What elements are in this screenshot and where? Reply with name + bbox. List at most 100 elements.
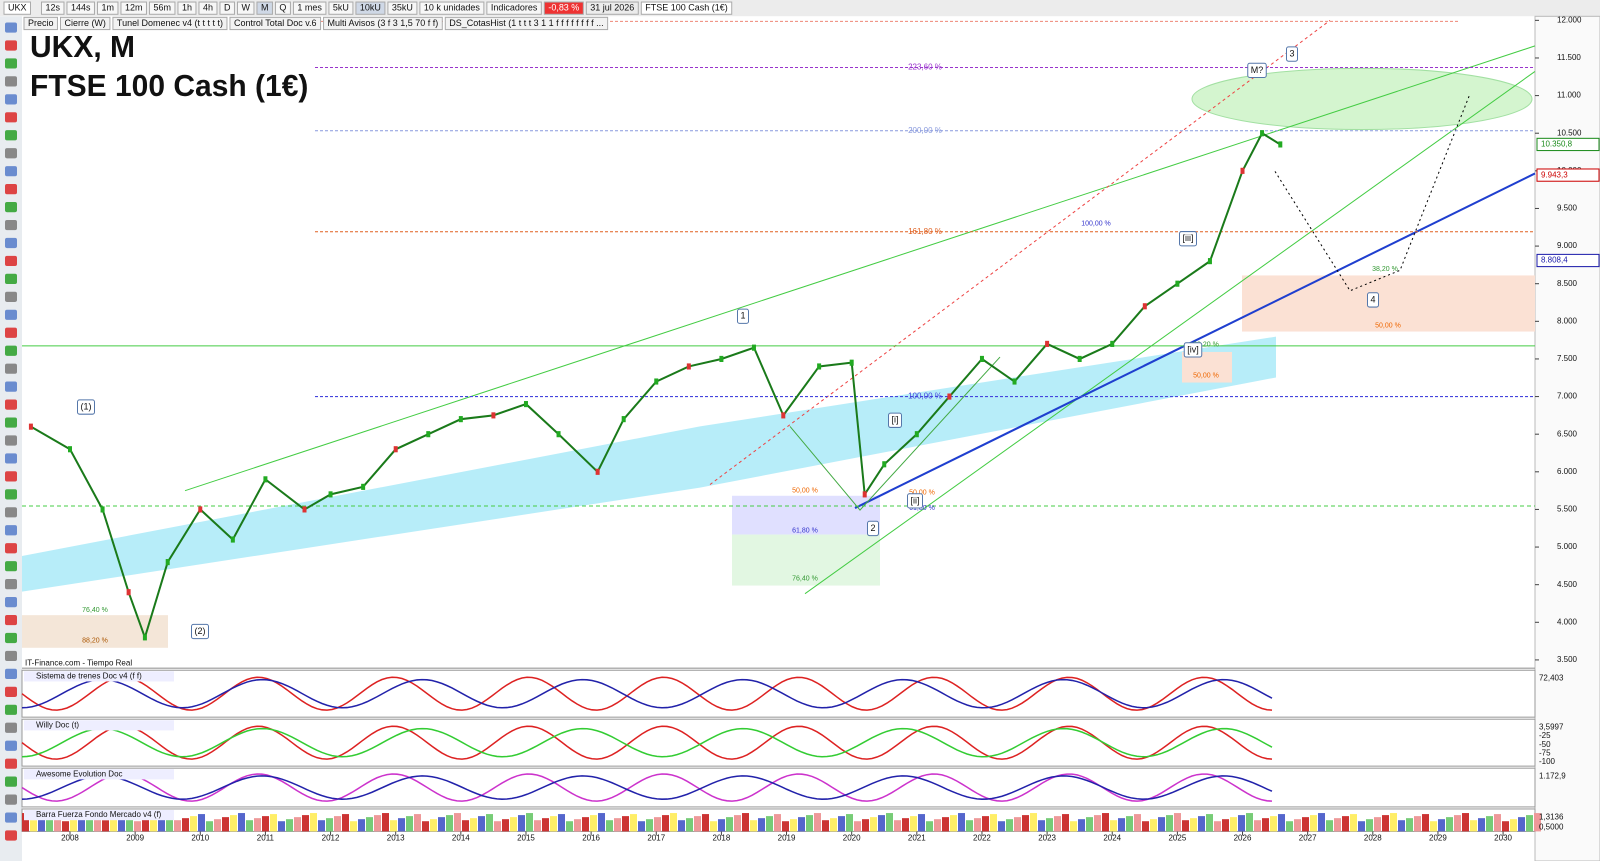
tool-icon[interactable] bbox=[5, 561, 17, 572]
tool-icon[interactable] bbox=[5, 812, 17, 823]
timeframe-button-label[interactable]: 12s bbox=[45, 3, 60, 13]
tool-icon[interactable] bbox=[5, 201, 17, 213]
timeframe-button-label[interactable]: W bbox=[241, 3, 250, 13]
unit-button[interactable] bbox=[328, 1, 354, 15]
timeframe-button[interactable] bbox=[256, 1, 273, 15]
timeframe-button-label[interactable]: Q bbox=[279, 3, 286, 13]
tool-icon[interactable] bbox=[5, 740, 17, 751]
tool-icon[interactable] bbox=[5, 363, 17, 374]
tool-icon[interactable] bbox=[5, 345, 17, 356]
timeframe-button-label[interactable]: 12m bbox=[125, 3, 142, 13]
tool-icon[interactable] bbox=[5, 237, 17, 249]
indicator-tab-label[interactable]: Precio bbox=[28, 18, 53, 28]
instrument-label-label[interactable]: FTSE 100 Cash (1€) bbox=[645, 3, 727, 13]
timeframe-button[interactable] bbox=[198, 1, 218, 15]
unit-select[interactable] bbox=[419, 1, 485, 15]
tool-icon[interactable] bbox=[5, 830, 17, 841]
indicator-tab-label[interactable]: Control Total Doc v.6 bbox=[234, 18, 317, 28]
tool-icon[interactable] bbox=[5, 166, 17, 177]
timeframe-button[interactable] bbox=[177, 1, 197, 15]
timeframe-button[interactable] bbox=[274, 1, 291, 15]
unit-select-label[interactable]: 10 k unidades bbox=[424, 3, 480, 13]
period-select-label[interactable]: 1 mes bbox=[297, 3, 322, 13]
indicator-tab-label[interactable]: Cierre (W) bbox=[64, 18, 105, 28]
indicators-button[interactable] bbox=[486, 1, 542, 15]
tool-icon[interactable] bbox=[5, 704, 17, 715]
timeframe-button[interactable] bbox=[236, 1, 255, 15]
timeframe-button[interactable] bbox=[40, 1, 65, 15]
indicator-tab[interactable] bbox=[229, 16, 322, 31]
indicator-tab-label[interactable]: DS_CotasHist (1 t t t 3 1 1 f f f f f f … bbox=[449, 18, 603, 28]
tool-icon[interactable] bbox=[5, 668, 17, 680]
unit-button[interactable] bbox=[355, 1, 386, 15]
tool-icon[interactable] bbox=[5, 112, 17, 123]
tool-icon[interactable] bbox=[5, 453, 17, 464]
tool-icon[interactable] bbox=[5, 596, 17, 608]
unit-button-label[interactable]: 5kU bbox=[333, 3, 349, 13]
tool-icon[interactable] bbox=[5, 399, 17, 410]
symbol-box[interactable] bbox=[3, 1, 31, 15]
tool-icon[interactable] bbox=[5, 148, 17, 159]
timeframe-button-label[interactable]: D bbox=[224, 3, 231, 13]
tool-icon[interactable] bbox=[5, 525, 17, 536]
timeframe-button[interactable] bbox=[148, 1, 176, 15]
tool-icon[interactable] bbox=[5, 471, 17, 482]
change-badge[interactable] bbox=[543, 1, 584, 15]
tool-icon[interactable] bbox=[5, 327, 17, 338]
date-label-label[interactable]: 31 jul 2026 bbox=[590, 3, 634, 13]
indicator-tab[interactable] bbox=[444, 16, 609, 31]
indicator-tab-label[interactable]: Multi Avisos (3 f 3 1,5 70 f f) bbox=[328, 18, 439, 28]
tool-icon[interactable] bbox=[5, 435, 17, 446]
tool-icon[interactable] bbox=[5, 543, 17, 554]
tool-icon[interactable] bbox=[5, 722, 17, 733]
tool-icon[interactable] bbox=[5, 255, 17, 267]
tool-icon[interactable] bbox=[5, 489, 17, 500]
indicator-tab-label[interactable]: Tunel Domenec v4 (t t t t t) bbox=[117, 18, 223, 28]
unit-button-label[interactable]: 10kU bbox=[360, 3, 381, 13]
tool-icon[interactable] bbox=[5, 614, 17, 626]
tool-icon[interactable] bbox=[5, 291, 17, 302]
tool-icon[interactable] bbox=[5, 184, 17, 195]
tool-icon[interactable] bbox=[5, 273, 17, 285]
tool-icon[interactable] bbox=[5, 794, 17, 805]
tool-icon[interactable] bbox=[5, 417, 17, 428]
instrument-label[interactable] bbox=[640, 1, 733, 15]
indicator-tab[interactable] bbox=[59, 16, 111, 31]
tool-icon[interactable] bbox=[5, 381, 17, 392]
timeframe-button[interactable] bbox=[66, 1, 95, 15]
tool-icon[interactable] bbox=[5, 758, 17, 769]
timeframe-button[interactable] bbox=[120, 1, 147, 15]
indicator-tab[interactable] bbox=[112, 16, 228, 31]
tool-icon[interactable] bbox=[5, 686, 17, 697]
indicators-button-label[interactable]: Indicadores bbox=[491, 3, 538, 13]
date-label[interactable] bbox=[585, 1, 639, 15]
tool-icon[interactable] bbox=[5, 130, 17, 141]
change-badge-label[interactable]: -0,83 % bbox=[548, 3, 579, 13]
tool-icon[interactable] bbox=[5, 650, 17, 662]
tool-icon[interactable] bbox=[5, 76, 17, 87]
period-select[interactable] bbox=[292, 1, 327, 15]
timeframe-button-label[interactable]: 1m bbox=[101, 3, 113, 13]
indicator-tab[interactable] bbox=[323, 16, 443, 31]
timeframe-button-label[interactable]: 4h bbox=[203, 3, 213, 13]
tool-icon[interactable] bbox=[5, 40, 17, 51]
unit-button-label[interactable]: 35kU bbox=[392, 3, 413, 13]
tool-icon[interactable] bbox=[5, 58, 17, 69]
timeframe-button-label[interactable]: 144s bbox=[71, 3, 91, 13]
tool-icon[interactable] bbox=[5, 776, 17, 787]
timeframe-button-label[interactable]: 1h bbox=[182, 3, 192, 13]
symbol-box-label[interactable]: UKX bbox=[8, 3, 26, 13]
timeframe-button[interactable] bbox=[96, 1, 119, 15]
tool-icon[interactable] bbox=[5, 219, 17, 231]
tool-icon[interactable] bbox=[5, 507, 17, 518]
tool-icon[interactable] bbox=[5, 632, 17, 644]
tool-icon[interactable] bbox=[5, 94, 17, 105]
tool-icon[interactable] bbox=[5, 22, 17, 33]
timeframe-button-label[interactable]: M bbox=[261, 3, 268, 13]
indicator-tab[interactable] bbox=[23, 16, 58, 31]
tool-icon[interactable] bbox=[5, 579, 17, 590]
timeframe-button[interactable] bbox=[219, 1, 235, 15]
unit-button[interactable] bbox=[387, 1, 418, 15]
timeframe-button-label[interactable]: 56m bbox=[153, 3, 170, 13]
tool-icon[interactable] bbox=[5, 309, 17, 320]
